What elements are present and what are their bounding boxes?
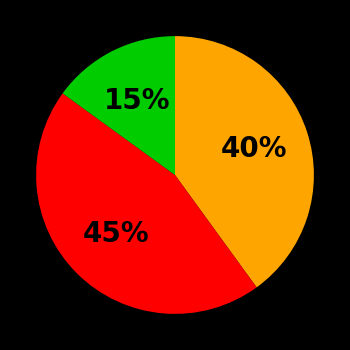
- Wedge shape: [63, 36, 175, 175]
- Text: 45%: 45%: [83, 220, 149, 248]
- Wedge shape: [36, 93, 257, 314]
- Text: 15%: 15%: [104, 87, 170, 115]
- Wedge shape: [175, 36, 314, 287]
- Text: 40%: 40%: [221, 135, 287, 163]
